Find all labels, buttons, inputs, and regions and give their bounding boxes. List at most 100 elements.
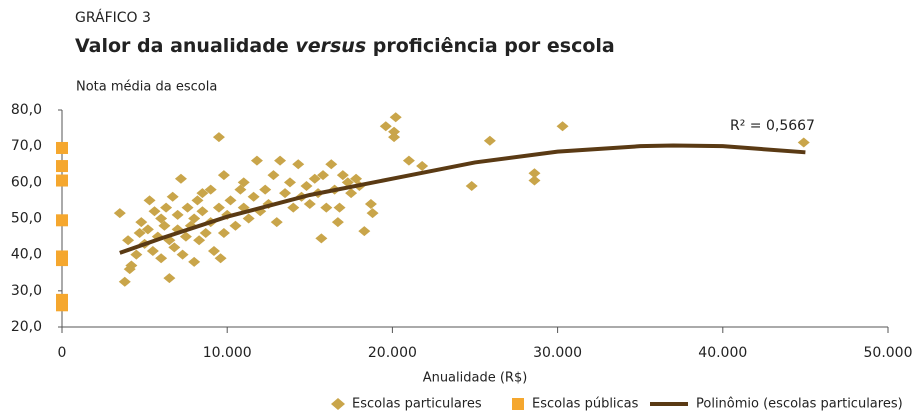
point	[358, 226, 371, 237]
point	[188, 256, 201, 267]
point	[229, 220, 242, 231]
point	[123, 264, 136, 275]
x-tick-label: 30.000	[533, 345, 582, 361]
point	[146, 246, 159, 257]
point	[174, 173, 187, 184]
point	[336, 170, 349, 181]
point	[163, 273, 176, 284]
point	[56, 214, 68, 227]
point	[797, 137, 810, 148]
point	[158, 220, 171, 231]
point	[333, 202, 346, 213]
y-tick-label: 80,0	[11, 102, 42, 118]
legend-swatch	[331, 398, 345, 410]
point	[250, 155, 263, 166]
point	[317, 170, 330, 181]
point	[483, 135, 496, 146]
point	[141, 224, 154, 235]
legend-label: Escolas públicas	[532, 397, 639, 412]
point	[274, 155, 287, 166]
y-tick-label: 50,0	[11, 211, 42, 227]
title-part: proficiência por escola	[373, 35, 615, 57]
annotation: R² = 0,5667	[730, 118, 815, 134]
y-tick-label: 60,0	[11, 174, 42, 190]
x-tick-label: 0	[58, 345, 67, 361]
point	[388, 132, 401, 143]
point	[315, 233, 328, 244]
x-tick-label: 50.000	[864, 345, 913, 361]
supertitle: GRÁFICO 3	[75, 9, 151, 26]
point	[345, 188, 358, 199]
point	[113, 208, 126, 219]
point	[171, 209, 184, 220]
point	[168, 242, 181, 253]
point	[204, 184, 217, 195]
point	[181, 202, 194, 213]
point	[224, 195, 237, 206]
point	[379, 121, 392, 132]
point	[118, 276, 131, 287]
point	[331, 217, 344, 228]
point	[135, 217, 148, 228]
point	[176, 249, 189, 260]
point	[196, 206, 209, 217]
point	[56, 141, 68, 154]
point	[283, 177, 296, 188]
y-tick-label: 70,0	[11, 138, 42, 154]
point	[556, 121, 569, 132]
chart-title: Valor da anualidade versus proficiência …	[75, 35, 615, 57]
point	[279, 188, 292, 199]
point	[199, 227, 212, 238]
y-tick-label: 40,0	[11, 247, 42, 263]
trend-line	[119, 143, 806, 255]
point	[388, 126, 401, 137]
point	[56, 174, 68, 187]
point	[217, 227, 230, 238]
point	[528, 168, 541, 179]
point	[212, 132, 225, 143]
point	[259, 184, 272, 195]
point	[465, 180, 478, 191]
x-tick-label: 40.000	[698, 345, 747, 361]
x-tick-label: 10.000	[203, 345, 252, 361]
point	[196, 188, 209, 199]
y-tick-label: 20,0	[11, 319, 42, 335]
title-part: versus	[295, 35, 366, 57]
point	[303, 199, 316, 210]
point	[130, 249, 143, 260]
x-tick-label: 20.000	[368, 345, 417, 361]
point	[325, 159, 338, 170]
point	[56, 160, 68, 173]
title-part: Valor da anualidade	[75, 35, 289, 57]
point	[308, 173, 321, 184]
point	[179, 231, 192, 242]
point	[528, 175, 541, 186]
point	[191, 195, 204, 206]
point	[292, 159, 305, 170]
point	[56, 254, 68, 267]
point	[217, 170, 230, 181]
point	[143, 195, 156, 206]
point	[402, 155, 415, 166]
point	[166, 191, 179, 202]
point	[207, 246, 220, 257]
point	[237, 177, 250, 188]
point	[188, 213, 201, 224]
point	[341, 177, 354, 188]
point	[416, 161, 429, 172]
x-axis-label: Anualidade (R$)	[423, 371, 528, 386]
point	[212, 202, 225, 213]
legend-label: Escolas particulares	[352, 397, 482, 412]
point	[160, 202, 173, 213]
point	[389, 112, 402, 123]
point	[366, 208, 379, 219]
point	[364, 199, 377, 210]
point	[287, 202, 300, 213]
legend-swatch	[512, 398, 524, 410]
point	[320, 202, 333, 213]
point	[193, 235, 206, 246]
point	[242, 213, 255, 224]
point	[133, 227, 146, 238]
point	[56, 299, 68, 312]
